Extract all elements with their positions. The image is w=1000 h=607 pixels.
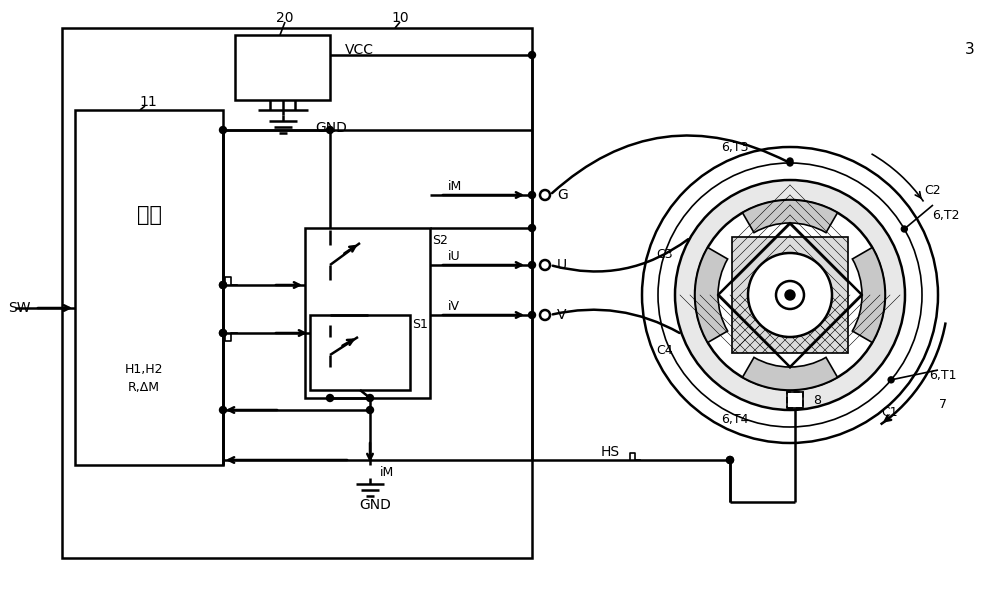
Text: N: N — [785, 207, 795, 217]
Text: W: W — [784, 320, 796, 333]
Circle shape — [220, 282, 226, 288]
Circle shape — [785, 290, 795, 300]
Circle shape — [776, 281, 804, 309]
Text: GND: GND — [315, 121, 347, 135]
Bar — [310, 315, 410, 390]
Text: D: D — [749, 288, 759, 302]
Wedge shape — [742, 200, 838, 232]
FancyArrowPatch shape — [553, 239, 688, 271]
Text: V: V — [557, 308, 566, 322]
Circle shape — [366, 395, 374, 401]
Text: R,ΔM: R,ΔM — [128, 382, 160, 395]
Circle shape — [528, 52, 536, 58]
FancyArrowPatch shape — [552, 135, 788, 193]
Bar — [62, 28, 532, 558]
Text: 控制: 控制 — [136, 205, 162, 225]
Text: 6,T1: 6,T1 — [929, 368, 957, 382]
Text: 6,T2: 6,T2 — [932, 208, 960, 222]
FancyArrowPatch shape — [553, 310, 680, 333]
Text: 3: 3 — [965, 42, 975, 58]
Circle shape — [528, 191, 536, 198]
Text: S2: S2 — [432, 234, 448, 246]
Circle shape — [220, 330, 226, 336]
Circle shape — [528, 311, 536, 319]
Text: 7: 7 — [939, 399, 947, 412]
Circle shape — [726, 456, 734, 464]
Circle shape — [787, 160, 793, 166]
Bar — [75, 110, 223, 465]
Wedge shape — [852, 248, 885, 342]
Circle shape — [528, 225, 536, 231]
Wedge shape — [742, 358, 838, 390]
Circle shape — [326, 126, 334, 134]
Circle shape — [220, 330, 226, 336]
Circle shape — [695, 200, 885, 390]
Circle shape — [748, 253, 832, 337]
Text: 11: 11 — [139, 95, 157, 109]
Text: C2: C2 — [925, 183, 941, 197]
Bar — [235, 35, 330, 100]
Text: S: S — [703, 290, 711, 300]
Text: SW: SW — [8, 301, 30, 315]
Text: iV: iV — [448, 300, 460, 313]
Text: D: D — [821, 288, 831, 302]
Text: HS: HS — [600, 445, 620, 459]
Circle shape — [326, 395, 334, 401]
Circle shape — [726, 456, 734, 464]
Text: A: A — [786, 259, 794, 271]
Text: 6,T3: 6,T3 — [721, 141, 749, 155]
Text: S1: S1 — [412, 319, 428, 331]
Text: iM: iM — [380, 466, 394, 478]
Circle shape — [675, 180, 905, 410]
Text: N: N — [785, 373, 795, 383]
Text: VCC: VCC — [345, 43, 374, 57]
Bar — [787, 392, 803, 408]
Circle shape — [366, 407, 374, 413]
Text: U: U — [557, 258, 567, 272]
Text: 8: 8 — [813, 393, 821, 407]
Text: iM: iM — [448, 180, 462, 194]
Circle shape — [220, 126, 226, 134]
Circle shape — [888, 377, 894, 383]
Circle shape — [220, 282, 226, 288]
Text: S: S — [869, 290, 877, 300]
Circle shape — [528, 262, 536, 268]
Text: C3: C3 — [657, 248, 673, 262]
Text: 10: 10 — [391, 11, 409, 25]
Text: H1,H2: H1,H2 — [125, 364, 163, 376]
Circle shape — [220, 407, 226, 413]
Text: GND: GND — [359, 498, 391, 512]
Text: C1: C1 — [882, 405, 898, 418]
Bar — [787, 392, 803, 408]
FancyBboxPatch shape — [732, 237, 848, 353]
Text: iU: iU — [448, 251, 461, 263]
Text: 6,T4: 6,T4 — [721, 413, 749, 427]
Circle shape — [901, 226, 907, 232]
Circle shape — [787, 158, 793, 164]
Text: 20: 20 — [276, 11, 294, 25]
Text: G: G — [557, 188, 568, 202]
Bar — [305, 228, 430, 398]
Wedge shape — [695, 248, 728, 342]
Text: C4: C4 — [657, 344, 673, 356]
